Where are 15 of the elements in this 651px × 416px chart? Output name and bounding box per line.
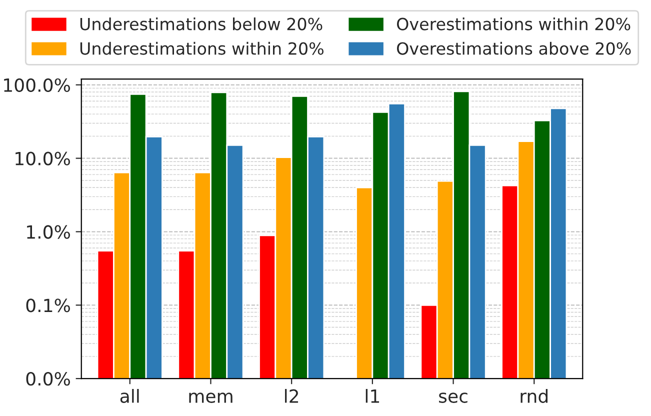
y-tick-label: 1.0%: [27, 225, 70, 239]
x-tick-label: mem: [189, 392, 232, 403]
y-tick-label: 0.0%: [26, 372, 70, 386]
x-tick-label: all: [120, 388, 139, 403]
y-tick-label: 10.0%: [16, 152, 70, 166]
x-tick-label: l2: [285, 388, 298, 403]
legend-label: Underestimations below 20%: [80, 17, 322, 30]
legend-label: Overestimations above 20%: [397, 42, 631, 55]
y-tick-label: 0.1%: [26, 298, 70, 312]
x-tick-label: rnd: [520, 388, 548, 403]
legend-label: Overestimations within 20%: [397, 17, 630, 30]
x-tick-label: l1: [366, 388, 380, 403]
legend-label: Underestimations within 20%: [80, 42, 324, 55]
y-tick-label: 100.0%: [4, 78, 70, 92]
x-tick-label: sec: [439, 392, 468, 403]
